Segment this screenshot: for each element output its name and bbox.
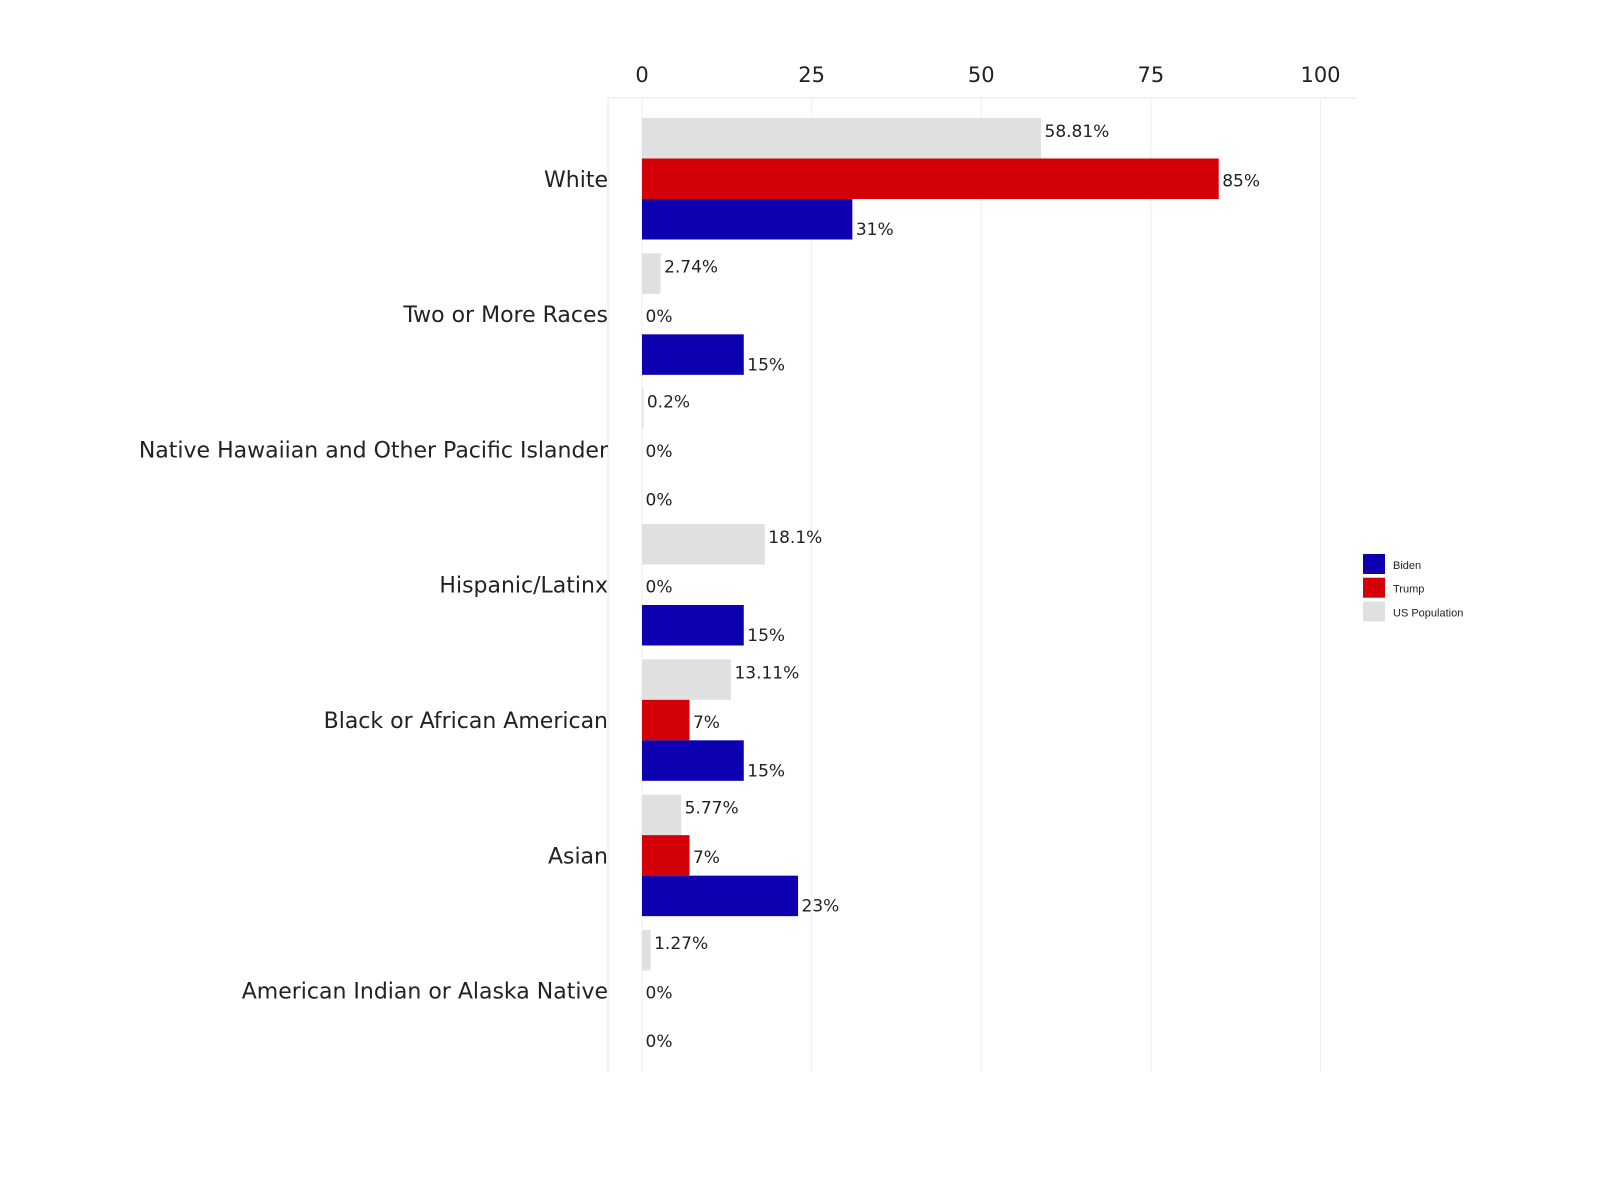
bar-biden bbox=[642, 740, 744, 781]
gridlines bbox=[607, 97, 1356, 1072]
category-labels: White Two or More Races Native Hawaiian an… bbox=[139, 168, 609, 1005]
legend-swatch bbox=[1363, 601, 1385, 622]
bar-us-population bbox=[642, 118, 1042, 159]
data-label: 0% bbox=[646, 442, 673, 462]
x-tick-label: 0 bbox=[635, 63, 648, 87]
bar-trump bbox=[642, 158, 1219, 199]
bar-biden bbox=[642, 199, 853, 240]
legend-label: Biden bbox=[1393, 560, 1421, 572]
category-label: Hispanic/Latinx bbox=[439, 574, 608, 599]
data-label: 58.81% bbox=[1045, 122, 1110, 142]
bar-us-population bbox=[642, 253, 661, 294]
data-label: 13.11% bbox=[734, 663, 799, 683]
data-label: 7% bbox=[693, 713, 720, 733]
x-tick-label: 100 bbox=[1300, 63, 1340, 87]
bar-biden bbox=[642, 604, 744, 646]
data-label: 0% bbox=[646, 307, 673, 327]
data-label: 23% bbox=[802, 897, 840, 917]
data-label: 15% bbox=[747, 355, 785, 375]
data-label: 7% bbox=[693, 848, 720, 868]
data-label: 31% bbox=[856, 220, 894, 240]
bar-us-population bbox=[642, 929, 651, 971]
bar-biden bbox=[642, 875, 799, 917]
legend-label: US Population bbox=[1393, 607, 1463, 619]
category-label: Native Hawaiian and Other Pacific Island… bbox=[139, 438, 609, 463]
data-label: 0% bbox=[646, 1032, 673, 1052]
legend-swatch bbox=[1363, 577, 1385, 598]
legend-label: Trump bbox=[1393, 584, 1424, 596]
category-label: American Indian or Alaska Native bbox=[242, 980, 608, 1005]
bars: 58.81% 85% 31% 2.74% 0% 15% 0.2% 0% 0% 18.1% 0% 15%… bbox=[642, 118, 1260, 1052]
data-label: 15% bbox=[747, 626, 785, 646]
data-label: 0.2% bbox=[647, 393, 690, 413]
data-label: 18.1% bbox=[768, 528, 822, 548]
bar-us-population bbox=[642, 794, 682, 836]
legend: Biden Trump US Population bbox=[1363, 554, 1463, 622]
bar-trump bbox=[642, 835, 690, 876]
data-label: 0% bbox=[646, 983, 673, 1003]
data-label: 1.27% bbox=[654, 934, 708, 954]
data-label: 85% bbox=[1222, 172, 1260, 192]
bar-us-population bbox=[642, 659, 731, 700]
data-label: 5.77% bbox=[685, 799, 739, 819]
category-label: Two or More Races bbox=[402, 303, 608, 328]
legend-swatch bbox=[1363, 554, 1385, 574]
category-label: White bbox=[544, 168, 608, 193]
data-label: 15% bbox=[747, 761, 785, 781]
category-label: Black or African American bbox=[324, 709, 608, 734]
data-label: 2.74% bbox=[664, 257, 718, 277]
bar-biden bbox=[642, 334, 744, 375]
bar-trump bbox=[642, 699, 690, 741]
bar-us-population bbox=[642, 523, 765, 565]
x-tick-label: 75 bbox=[1138, 63, 1165, 87]
x-tick-label: 50 bbox=[968, 63, 995, 87]
x-axis-ticks: 0 25 50 75 100 bbox=[635, 63, 1340, 87]
category-label: Asian bbox=[548, 844, 608, 869]
data-label: 0% bbox=[646, 577, 673, 597]
x-tick-label: 25 bbox=[798, 63, 825, 87]
bar-us-population bbox=[642, 388, 644, 430]
data-label: 0% bbox=[646, 491, 673, 511]
